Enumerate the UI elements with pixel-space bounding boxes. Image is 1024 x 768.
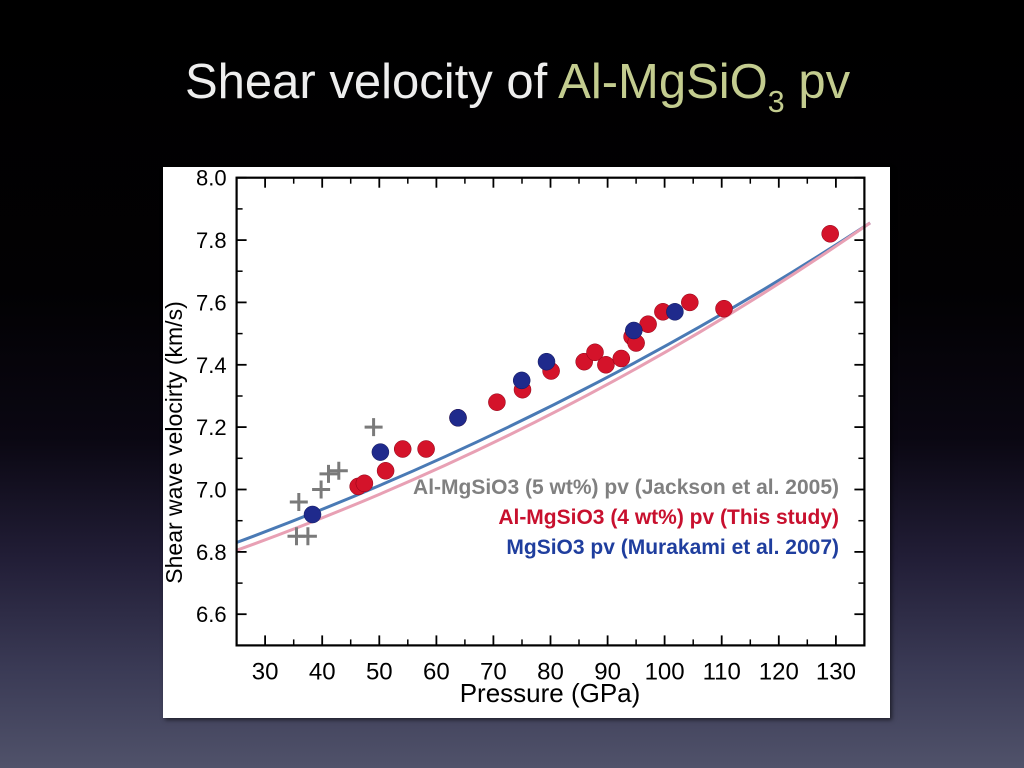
svg-text:8.0: 8.0 — [196, 167, 227, 191]
svg-text:Pressure (GPa): Pressure (GPa) — [460, 678, 641, 708]
svg-text:30: 30 — [252, 658, 279, 685]
svg-text:7.0: 7.0 — [196, 478, 227, 503]
svg-text:110: 110 — [703, 658, 741, 685]
svg-text:7.2: 7.2 — [196, 415, 227, 440]
svg-text:60: 60 — [423, 658, 450, 685]
svg-text:Al-MgSiO3 (4 wt%) pv (This stu: Al-MgSiO3 (4 wt%) pv (This study) — [498, 506, 839, 529]
svg-text:120: 120 — [759, 658, 799, 685]
svg-text:6.6: 6.6 — [196, 602, 227, 627]
svg-text:Al-MgSiO3 (5 wt%) pv (Jackson: Al-MgSiO3 (5 wt%) pv (Jackson et al. 200… — [413, 476, 839, 499]
svg-text:7.8: 7.8 — [196, 228, 227, 253]
svg-text:100: 100 — [645, 658, 685, 685]
svg-text:7.6: 7.6 — [196, 290, 227, 315]
svg-text:MgSiO3 pv (Murakami et al. 200: MgSiO3 pv (Murakami et al. 2007) — [506, 536, 839, 559]
svg-text:40: 40 — [309, 658, 336, 685]
svg-text:130: 130 — [816, 658, 856, 685]
svg-text:6.8: 6.8 — [196, 540, 227, 565]
svg-text:50: 50 — [366, 658, 393, 685]
svg-text:7.4: 7.4 — [196, 353, 227, 378]
